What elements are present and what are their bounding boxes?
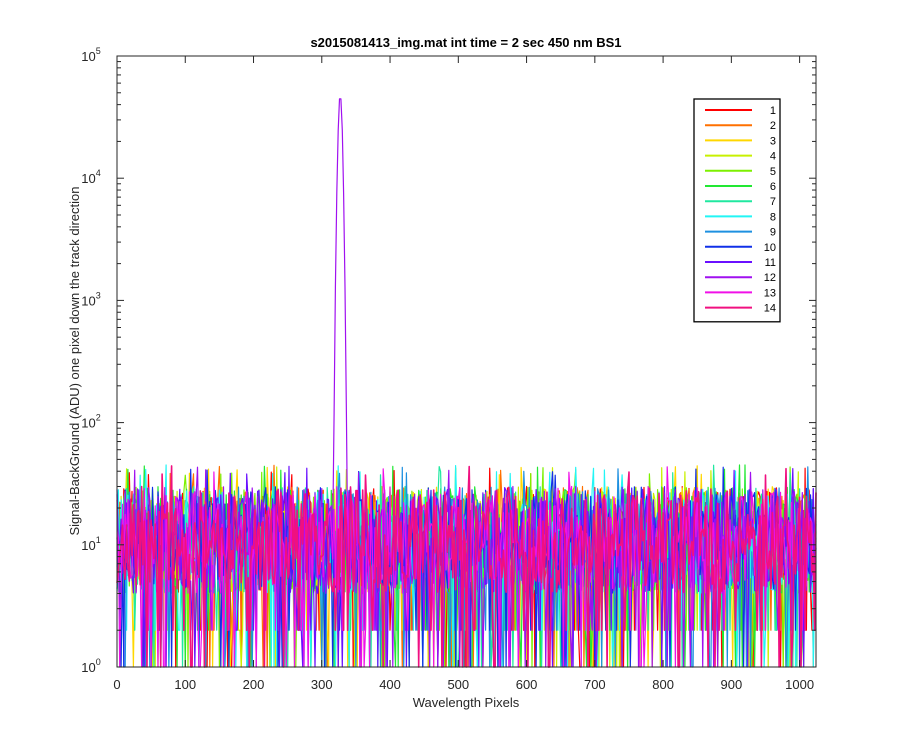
legend-label-2: 2 xyxy=(770,120,776,132)
x-tick-label: 1000 xyxy=(785,677,814,692)
legend-label-13: 13 xyxy=(764,287,776,299)
x-tick-label: 500 xyxy=(447,677,469,692)
x-tick-label: 400 xyxy=(379,677,401,692)
legend-label-11: 11 xyxy=(765,257,776,269)
y-tick-label: 101 xyxy=(81,535,100,553)
y-axis-label: Signal-BackGround (ADU) one pixel down t… xyxy=(67,186,82,535)
x-tick-label: 100 xyxy=(174,677,196,692)
legend-label-14: 14 xyxy=(764,303,776,315)
y-tick-label: 105 xyxy=(81,46,100,64)
x-axis-label: Wavelength Pixels xyxy=(413,695,520,710)
x-tick-label: 900 xyxy=(721,677,743,692)
x-tick-label: 700 xyxy=(584,677,606,692)
legend-label-9: 9 xyxy=(770,227,776,239)
legend-label-7: 7 xyxy=(770,196,776,208)
legend-label-12: 12 xyxy=(764,272,776,284)
chart-title: s2015081413_img.mat int time = 2 sec 450… xyxy=(310,35,621,50)
x-tick-label: 800 xyxy=(652,677,674,692)
legend-label-10: 10 xyxy=(764,242,776,254)
x-tick-label: 0 xyxy=(113,677,120,692)
y-tick-label: 103 xyxy=(81,290,100,308)
legend-label-1: 1 xyxy=(770,105,776,117)
legend-label-4: 4 xyxy=(770,151,776,163)
legend-label-5: 5 xyxy=(770,166,776,178)
x-axis: 0 100 200 300 400 500 600 700 800 900 1000 xyxy=(113,56,814,692)
legend-label-6: 6 xyxy=(770,181,776,193)
x-tick-label: 200 xyxy=(243,677,265,692)
x-tick-label: 300 xyxy=(311,677,333,692)
y-tick-label: 102 xyxy=(81,413,100,431)
x-tick-label: 600 xyxy=(516,677,538,692)
y-tick-label: 104 xyxy=(81,168,100,186)
plot-area-border xyxy=(116,55,817,668)
legend-label-8: 8 xyxy=(770,211,776,223)
legend-box xyxy=(693,98,781,323)
series-layer xyxy=(116,98,817,668)
legend-label-3: 3 xyxy=(770,135,776,147)
y-tick-label: 100 xyxy=(81,657,100,675)
